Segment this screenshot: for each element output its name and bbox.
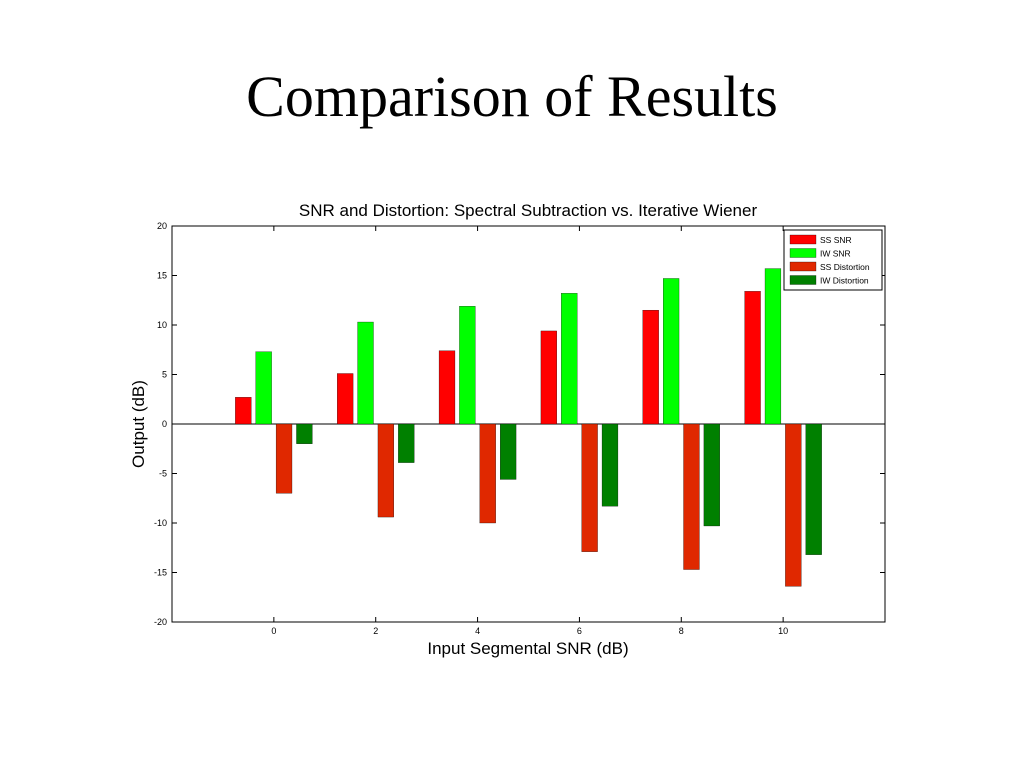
bar-ss-distortion [785,423,802,587]
bar-ss-snr [235,397,252,425]
bar-ss-snr [540,330,557,425]
bar-ss-snr [642,309,659,425]
bar-iw-snr [357,321,374,425]
legend-swatch [789,275,817,285]
bar-ss-distortion [275,423,293,494]
legend: SS SNR IW SNR SS Distortion IW Distortion [783,229,883,291]
legend-entry: IW Distortion [820,276,869,286]
x-tick-label: 4 [475,626,480,636]
bar-iw-distortion [805,423,822,555]
bar-iw-distortion [703,423,720,527]
bar-ss-snr [337,373,354,425]
y-tick-label: 5 [162,370,167,380]
legend-swatch [789,261,817,272]
y-tick-label: -10 [154,518,167,528]
x-tick-label: 6 [577,626,582,636]
bar-ss-distortion [479,423,496,524]
bar-ss-distortion [683,423,700,570]
y-tick-label: 15 [157,271,167,281]
legend-entry: SS SNR [820,235,852,245]
y-tick-label: -5 [159,469,167,479]
bar-iw-snr [561,293,578,425]
bar-iw-distortion [398,423,415,463]
bar-ss-snr [438,350,456,425]
bar-iw-distortion [601,423,619,507]
y-tick-label: 0 [162,419,167,429]
bar-iw-distortion [296,423,313,444]
y-axis-label: Output (dB) [129,380,148,468]
slide-title: Comparison of Results [246,64,778,129]
bar-ss-distortion [581,423,598,552]
legend-swatch [789,234,817,245]
x-tick-label: 10 [778,626,788,636]
chart-title: SNR and Distortion: Spectral Subtraction… [299,201,758,220]
bar-iw-snr [255,351,272,425]
x-axis-ticks: 0 2 4 6 8 10 [271,226,788,636]
x-tick-label: 2 [373,626,378,636]
y-tick-label: -20 [154,617,167,627]
x-tick-label: 8 [679,626,684,636]
bar-ss-snr [744,291,761,425]
bar-iw-snr [459,306,476,425]
legend-swatch [789,248,817,258]
bar-series-group [235,268,822,587]
bar-iw-snr [764,268,782,425]
x-tick-label: 0 [271,626,276,636]
legend-entry: SS Distortion [820,262,870,272]
bar-iw-snr [663,278,680,425]
bar-iw-distortion [500,423,517,480]
x-axis-label: Input Segmental SNR (dB) [427,639,628,658]
bar-ss-distortion [377,423,394,518]
y-tick-label: 20 [157,221,167,231]
legend-entry: IW SNR [820,249,851,259]
y-tick-label: -15 [154,568,167,578]
y-tick-label: 10 [157,320,167,330]
